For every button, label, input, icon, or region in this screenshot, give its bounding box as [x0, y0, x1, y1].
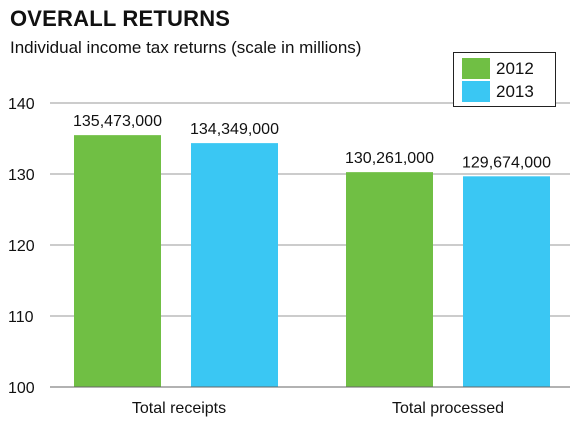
legend-item-2012: 2012	[462, 58, 548, 79]
data-label: 129,674,000	[462, 154, 551, 171]
y-tick-label: 130	[8, 167, 35, 184]
legend: 2012 2013	[453, 52, 556, 107]
legend-swatch-2013	[462, 81, 490, 102]
x-tick-label: Total processed	[392, 400, 504, 417]
chart-subtitle: Individual income tax returns (scale in …	[10, 38, 362, 57]
legend-label-2012: 2012	[496, 59, 534, 78]
data-label: 134,349,000	[190, 121, 279, 138]
y-tick-label: 100	[8, 380, 35, 397]
legend-swatch-2012	[462, 58, 490, 79]
bar-2012-0	[74, 135, 161, 387]
y-tick-label: 140	[8, 96, 35, 113]
y-tick-label: 110	[8, 309, 34, 326]
data-label: 135,473,000	[73, 113, 162, 130]
legend-item-2013: 2013	[462, 81, 548, 102]
bar-2013-1	[463, 176, 550, 387]
data-label: 130,261,000	[345, 150, 434, 167]
x-tick-label: Total receipts	[132, 400, 226, 417]
legend-label-2013: 2013	[496, 82, 534, 101]
y-tick-label: 120	[8, 238, 35, 255]
bar-2013-0	[191, 143, 278, 387]
bar-2012-1	[346, 172, 433, 387]
chart-title: OVERALL RETURNS	[10, 6, 231, 31]
